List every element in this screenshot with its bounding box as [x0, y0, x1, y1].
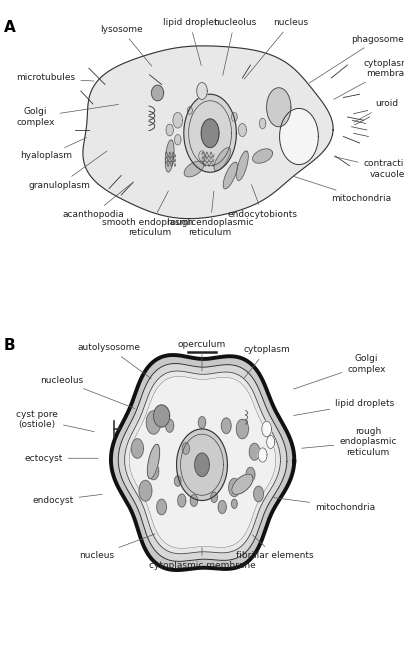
Text: ectocyst: ectocyst: [24, 454, 98, 463]
Text: mitochondria: mitochondria: [294, 176, 391, 203]
Text: cytoplasmic membrane: cytoplasmic membrane: [149, 545, 255, 570]
Polygon shape: [182, 443, 189, 454]
Polygon shape: [231, 499, 237, 508]
Polygon shape: [175, 476, 181, 486]
Polygon shape: [231, 112, 237, 122]
Polygon shape: [139, 480, 152, 501]
Polygon shape: [154, 405, 170, 427]
Polygon shape: [198, 417, 206, 428]
Polygon shape: [129, 376, 276, 549]
Polygon shape: [184, 161, 204, 177]
Polygon shape: [124, 371, 280, 554]
Polygon shape: [190, 495, 198, 506]
Text: A: A: [4, 20, 16, 34]
Text: rough endoplasmic
reticulum: rough endoplasmic reticulum: [167, 191, 253, 237]
Polygon shape: [249, 443, 260, 460]
Text: B: B: [4, 338, 16, 353]
Polygon shape: [252, 149, 273, 163]
Text: cytoplasm: cytoplasm: [243, 345, 290, 378]
Polygon shape: [237, 151, 248, 181]
Polygon shape: [195, 453, 209, 476]
Text: contractile
vacuole: contractile vacuole: [334, 157, 404, 179]
Polygon shape: [229, 478, 240, 497]
Polygon shape: [199, 151, 205, 161]
Polygon shape: [131, 439, 143, 458]
Polygon shape: [83, 46, 333, 218]
Polygon shape: [152, 85, 164, 101]
Text: endocytobionts: endocytobionts: [227, 185, 298, 219]
Polygon shape: [262, 421, 271, 437]
Polygon shape: [146, 411, 161, 434]
Polygon shape: [218, 500, 226, 514]
Text: Golgi
complex: Golgi complex: [293, 354, 386, 389]
Text: cyst pore
(ostiole): cyst pore (ostiole): [16, 410, 94, 432]
Polygon shape: [111, 355, 294, 570]
Polygon shape: [221, 418, 231, 434]
Polygon shape: [246, 467, 255, 482]
Text: operculum: operculum: [178, 340, 226, 371]
Polygon shape: [157, 499, 166, 515]
Polygon shape: [254, 486, 263, 502]
Text: nucleolus: nucleolus: [213, 18, 256, 75]
Polygon shape: [267, 88, 291, 127]
Text: endocyst: endocyst: [32, 495, 102, 505]
Polygon shape: [258, 448, 267, 462]
Polygon shape: [197, 83, 207, 99]
Polygon shape: [166, 124, 173, 136]
Polygon shape: [232, 474, 253, 495]
Polygon shape: [165, 140, 174, 172]
Text: nucleolus: nucleolus: [40, 376, 135, 408]
Text: granuloplasm: granuloplasm: [28, 151, 107, 190]
Polygon shape: [173, 112, 183, 128]
Text: nucleus: nucleus: [80, 534, 155, 560]
Polygon shape: [223, 162, 237, 189]
Polygon shape: [178, 494, 186, 507]
Polygon shape: [148, 463, 159, 480]
Text: autolysosome: autolysosome: [78, 343, 151, 378]
Polygon shape: [280, 109, 318, 164]
Text: rough
endoplasmic
reticulum: rough endoplasmic reticulum: [302, 427, 397, 457]
Text: nucleus: nucleus: [244, 18, 308, 79]
Text: mitochondria: mitochondria: [274, 498, 375, 512]
Polygon shape: [187, 107, 192, 114]
Text: Golgi
complex: Golgi complex: [16, 105, 118, 127]
Text: smooth endoplasmic
reticulum: smooth endoplasmic reticulum: [103, 191, 196, 237]
Polygon shape: [118, 363, 287, 562]
Polygon shape: [267, 436, 275, 448]
Text: fibrillar elements: fibrillar elements: [236, 535, 314, 560]
Polygon shape: [177, 429, 227, 500]
Polygon shape: [236, 419, 248, 439]
Polygon shape: [211, 492, 217, 502]
Text: phagosome: phagosome: [309, 34, 404, 83]
Polygon shape: [238, 124, 246, 136]
Polygon shape: [214, 148, 230, 171]
Text: hyaloplasm: hyaloplasm: [20, 138, 86, 161]
Text: lipid droplet: lipid droplet: [162, 18, 217, 66]
Polygon shape: [147, 445, 160, 478]
Text: acanthopodia: acanthopodia: [62, 184, 131, 219]
Text: microtubules: microtubules: [16, 73, 94, 83]
Polygon shape: [259, 118, 266, 129]
Polygon shape: [201, 119, 219, 148]
Polygon shape: [175, 135, 181, 145]
Text: lipid droplets: lipid droplets: [294, 398, 395, 415]
Polygon shape: [184, 94, 236, 172]
Text: lysosome: lysosome: [100, 25, 152, 66]
Text: cytoplasmic
membrane: cytoplasmic membrane: [334, 58, 404, 99]
Text: uroid: uroid: [354, 99, 399, 122]
Polygon shape: [166, 419, 174, 432]
